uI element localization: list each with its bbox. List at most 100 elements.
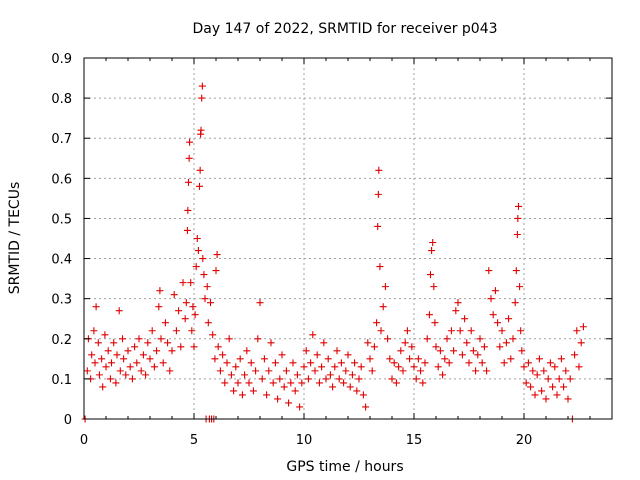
data-point (414, 355, 422, 363)
data-point (119, 335, 126, 343)
data-point (112, 379, 120, 387)
data-point (544, 375, 552, 383)
data-point (258, 375, 266, 383)
data-point (419, 379, 427, 387)
data-point (99, 383, 107, 391)
y-tick-label: 0.3 (51, 293, 72, 308)
data-point (329, 383, 337, 391)
data-point (185, 154, 193, 162)
data-point (209, 331, 217, 339)
data-point (494, 319, 502, 327)
data-point (406, 355, 414, 363)
data-point (355, 375, 363, 383)
data-point (340, 379, 348, 387)
data-point (513, 230, 521, 238)
data-point (392, 379, 400, 387)
data-point (313, 351, 321, 359)
data-point (156, 287, 164, 295)
data-point (417, 367, 425, 375)
data-point (511, 299, 519, 307)
data-point (458, 351, 466, 359)
data-point (346, 383, 354, 391)
data-point (320, 339, 328, 347)
data-point (300, 363, 308, 371)
data-point (191, 311, 199, 319)
data-point (238, 391, 246, 399)
data-point (436, 347, 444, 355)
data-point (337, 359, 345, 367)
data-point (461, 315, 469, 323)
data-point (485, 267, 493, 275)
data-point (175, 307, 183, 315)
x-tick-label: 0 (80, 433, 88, 448)
data-point (351, 359, 359, 367)
data-point (428, 247, 436, 255)
data-point (204, 319, 212, 327)
data-point (390, 359, 398, 367)
data-point (196, 182, 203, 190)
data-point (515, 202, 522, 210)
data-point (201, 295, 209, 303)
data-point (579, 323, 587, 331)
data-point (399, 367, 407, 375)
data-point (236, 355, 244, 363)
data-point (161, 319, 169, 327)
data-point (102, 363, 110, 371)
data-point (456, 327, 464, 335)
data-point (190, 343, 198, 351)
data-point (381, 283, 389, 291)
data-point (92, 303, 100, 311)
data-point (564, 395, 572, 403)
data-point (88, 351, 96, 359)
data-point (200, 271, 208, 279)
data-point (362, 403, 370, 411)
data-point (555, 375, 563, 383)
data-point (540, 367, 548, 375)
data-point (557, 355, 565, 363)
data-point (192, 263, 200, 271)
data-point (322, 375, 330, 383)
data-point (184, 206, 192, 214)
data-point (212, 267, 220, 275)
data-point (186, 138, 194, 146)
data-point (507, 355, 515, 363)
y-tick-label: 0.7 (51, 132, 72, 147)
data-point (454, 299, 462, 307)
data-point (249, 387, 257, 395)
data-point (326, 371, 334, 379)
data-point (469, 347, 477, 355)
data-point (183, 226, 191, 234)
x-tick-label: 15 (406, 433, 423, 448)
data-point (474, 351, 482, 359)
data-point (388, 375, 396, 383)
data-point (278, 351, 286, 359)
data-point (491, 287, 499, 295)
data-point (535, 355, 543, 363)
data-point (197, 126, 205, 134)
x-tick-label: 10 (296, 433, 313, 448)
data-point (245, 379, 253, 387)
data-point (467, 327, 475, 335)
y-tick-label: 0.6 (51, 172, 72, 187)
data-point (577, 339, 585, 347)
data-point (483, 367, 491, 375)
data-point (91, 359, 99, 367)
data-point (254, 335, 262, 343)
data-point (122, 371, 130, 379)
data-point (439, 371, 447, 379)
data-point (133, 359, 141, 367)
data-point (120, 355, 128, 363)
data-point (214, 343, 222, 351)
data-point (95, 371, 103, 379)
data-point (219, 351, 227, 359)
data-point (512, 267, 520, 275)
data-point (243, 347, 251, 355)
data-point (269, 379, 277, 387)
data-point (529, 367, 537, 375)
data-point (106, 375, 114, 383)
data-point (472, 367, 480, 375)
data-point (98, 355, 106, 363)
data-point (524, 359, 532, 367)
data-point (267, 339, 275, 347)
